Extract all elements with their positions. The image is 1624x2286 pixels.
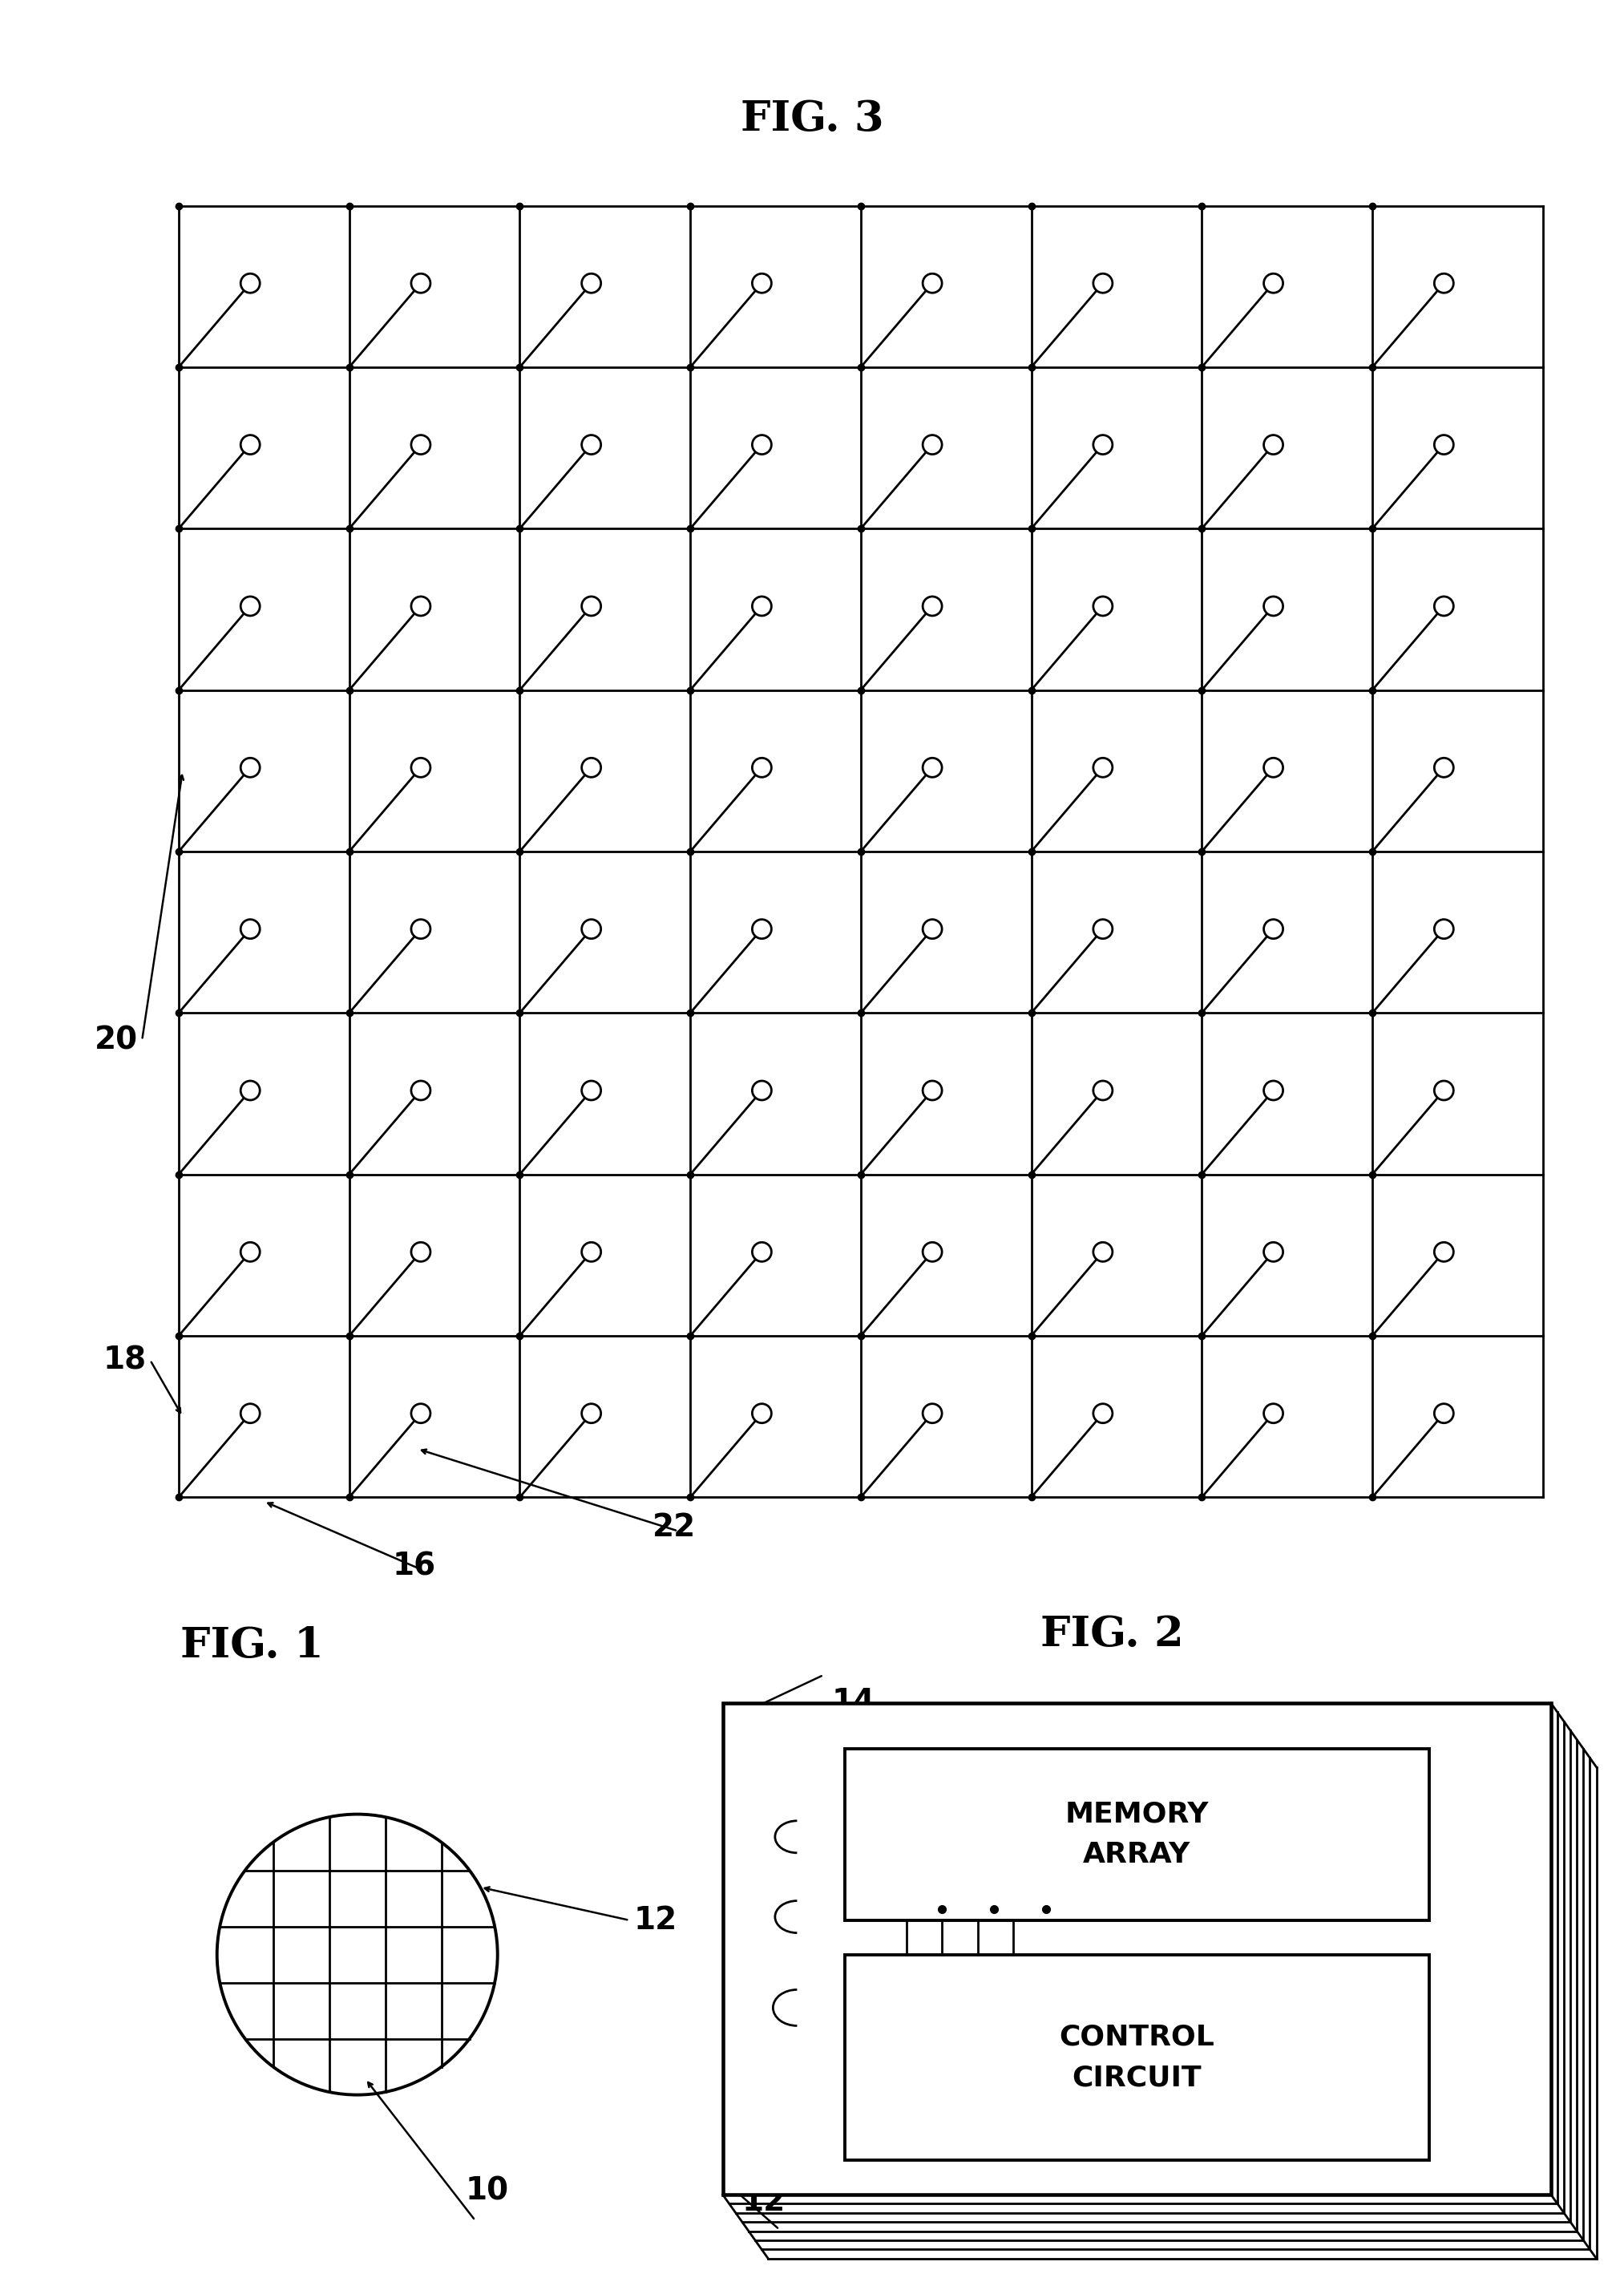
Circle shape: [752, 274, 771, 293]
Circle shape: [752, 434, 771, 455]
Circle shape: [752, 597, 771, 615]
Circle shape: [240, 1241, 260, 1262]
Circle shape: [581, 1404, 601, 1422]
Circle shape: [1263, 1404, 1283, 1422]
Text: 16: 16: [729, 1813, 773, 1845]
Circle shape: [240, 919, 260, 940]
Circle shape: [1093, 1241, 1112, 1262]
Text: CONTROL
CIRCUIT: CONTROL CIRCUIT: [1059, 2023, 1215, 2092]
Circle shape: [240, 274, 260, 293]
Circle shape: [1434, 1404, 1453, 1422]
Circle shape: [411, 597, 430, 615]
Circle shape: [752, 759, 771, 777]
Circle shape: [752, 1241, 771, 1262]
Circle shape: [1263, 434, 1283, 455]
Circle shape: [1093, 597, 1112, 615]
Text: FIG. 2: FIG. 2: [1041, 1614, 1184, 1655]
Circle shape: [1093, 274, 1112, 293]
Text: 16: 16: [393, 1552, 435, 1582]
Text: 12: 12: [742, 2188, 784, 2217]
Circle shape: [1093, 434, 1112, 455]
Text: MEMORY
ARRAY: MEMORY ARRAY: [1065, 1801, 1208, 1868]
Text: 20: 20: [94, 1024, 138, 1056]
Circle shape: [240, 759, 260, 777]
Text: 14: 14: [831, 1687, 875, 1717]
Text: 10: 10: [466, 2176, 508, 2206]
Circle shape: [752, 919, 771, 940]
Text: 18: 18: [102, 1344, 146, 1376]
Circle shape: [240, 597, 260, 615]
Circle shape: [1434, 759, 1453, 777]
Circle shape: [922, 274, 942, 293]
Text: FIG. 1: FIG. 1: [180, 1625, 323, 1666]
Circle shape: [922, 434, 942, 455]
Circle shape: [581, 597, 601, 615]
Circle shape: [1263, 1081, 1283, 1100]
Circle shape: [411, 919, 430, 940]
Circle shape: [240, 1404, 260, 1422]
Bar: [723, 1703, 1551, 2195]
Circle shape: [922, 597, 942, 615]
Bar: [844, 1955, 1429, 2160]
Circle shape: [1093, 759, 1112, 777]
Bar: [844, 1749, 1429, 1920]
Circle shape: [1263, 759, 1283, 777]
Circle shape: [1263, 1241, 1283, 1262]
Circle shape: [411, 1404, 430, 1422]
Circle shape: [581, 434, 601, 455]
Circle shape: [581, 759, 601, 777]
Circle shape: [411, 1081, 430, 1100]
Circle shape: [1434, 919, 1453, 940]
Circle shape: [581, 919, 601, 940]
Circle shape: [1093, 1081, 1112, 1100]
Circle shape: [922, 759, 942, 777]
Circle shape: [581, 1081, 601, 1100]
Circle shape: [752, 1404, 771, 1422]
Circle shape: [1434, 1241, 1453, 1262]
Text: 24: 24: [729, 1980, 773, 2012]
Circle shape: [1093, 919, 1112, 940]
Circle shape: [1093, 1404, 1112, 1422]
Circle shape: [411, 759, 430, 777]
Circle shape: [1434, 434, 1453, 455]
Circle shape: [1263, 274, 1283, 293]
Text: FIG. 3: FIG. 3: [741, 98, 883, 139]
Circle shape: [1263, 919, 1283, 940]
Text: 22: 22: [653, 1513, 695, 1543]
Circle shape: [1434, 274, 1453, 293]
Circle shape: [581, 1241, 601, 1262]
Circle shape: [1434, 597, 1453, 615]
Circle shape: [922, 1081, 942, 1100]
Circle shape: [411, 1241, 430, 1262]
Circle shape: [1263, 597, 1283, 615]
Circle shape: [922, 919, 942, 940]
Circle shape: [581, 274, 601, 293]
Circle shape: [752, 1081, 771, 1100]
Circle shape: [922, 1241, 942, 1262]
Circle shape: [1434, 1081, 1453, 1100]
Circle shape: [411, 434, 430, 455]
Circle shape: [240, 434, 260, 455]
Circle shape: [240, 1081, 260, 1100]
Text: 26: 26: [729, 1893, 773, 1925]
Circle shape: [411, 274, 430, 293]
Circle shape: [922, 1404, 942, 1422]
Text: 12: 12: [633, 1904, 677, 1936]
